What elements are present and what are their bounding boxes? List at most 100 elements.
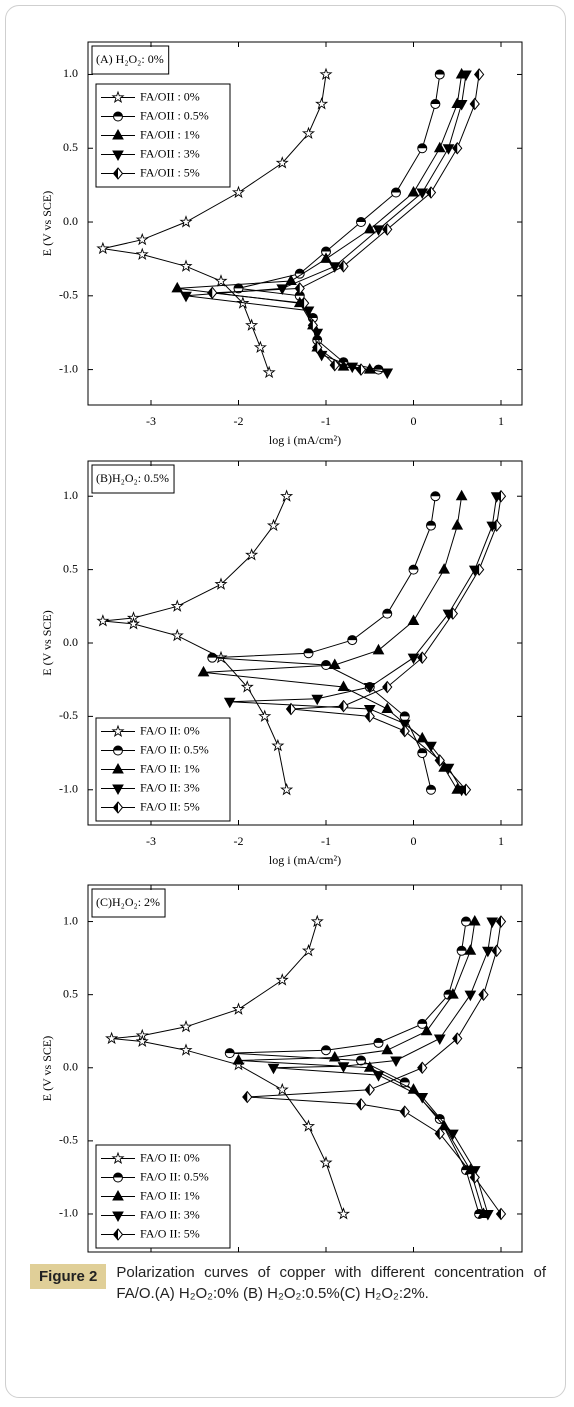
marker — [179, 1043, 193, 1056]
marker-shape — [455, 489, 468, 501]
marker-shape — [231, 185, 246, 199]
marker-shape — [468, 915, 481, 926]
marker — [312, 341, 323, 354]
y-tick-label: 0.5 — [63, 140, 78, 154]
marker-shape — [381, 702, 394, 714]
x-tick-label: 0 — [411, 414, 417, 428]
y-tick-label: -1.0 — [59, 782, 78, 796]
marker — [170, 628, 184, 642]
marker — [434, 69, 445, 80]
marker — [438, 1119, 450, 1131]
x-tick-label: 1 — [498, 834, 504, 848]
panel-label: (B)H₂O₂: 0.5% — [96, 471, 169, 485]
x-tick-label: -2 — [234, 414, 244, 428]
marker-shape — [112, 1189, 124, 1201]
marker-fill — [435, 754, 440, 766]
marker-fill — [426, 187, 431, 199]
panel-label: (A) H₂O₂: 0% — [96, 52, 164, 66]
marker — [347, 635, 358, 646]
marker — [491, 944, 502, 958]
marker — [231, 1002, 246, 1015]
marker-shape — [111, 724, 125, 738]
marker-shape — [180, 291, 192, 303]
marker-shape — [482, 946, 494, 958]
marker — [407, 1083, 420, 1094]
marker — [321, 246, 331, 257]
marker — [275, 1082, 289, 1096]
marker-shape — [301, 943, 316, 957]
marker-shape — [416, 188, 429, 200]
marker-shape — [328, 262, 341, 273]
series-line — [290, 496, 502, 791]
marker — [391, 187, 401, 198]
marker — [112, 150, 124, 162]
legend-label: FA/O II: 5% — [140, 799, 200, 813]
marker-shape — [337, 1062, 350, 1073]
y-tick-label: 1.0 — [63, 913, 78, 927]
marker-shape — [407, 614, 420, 625]
marker — [381, 702, 394, 714]
marker — [96, 614, 110, 627]
marker — [473, 563, 485, 576]
marker-shape — [398, 719, 411, 731]
marker-fill — [356, 364, 361, 376]
marker-shape — [245, 318, 259, 331]
y-tick-label: 0.0 — [63, 1060, 78, 1074]
marker — [232, 1053, 245, 1065]
marker-shape — [372, 643, 385, 655]
marker — [455, 99, 468, 111]
marker-fill — [299, 297, 305, 309]
marker — [417, 1018, 428, 1029]
marker — [311, 694, 324, 706]
marker — [337, 1062, 350, 1073]
marker-shape — [232, 1053, 245, 1065]
marker — [447, 607, 459, 620]
y-tick-label: 0.0 — [63, 635, 78, 649]
marker — [301, 943, 316, 957]
marker-shape — [328, 658, 341, 670]
marker-shape — [337, 360, 350, 371]
marker — [381, 1043, 394, 1055]
marker — [328, 658, 341, 670]
marker — [364, 1083, 375, 1096]
marker — [451, 519, 464, 530]
marker-shape — [482, 1209, 494, 1221]
marker — [381, 368, 394, 380]
marker-shape — [266, 518, 281, 532]
y-tick-label: -1.0 — [59, 1206, 78, 1220]
marker-fill — [457, 946, 467, 951]
marker-shape — [112, 150, 124, 162]
marker-fill — [207, 653, 217, 658]
series-line — [273, 921, 493, 1215]
marker — [407, 614, 420, 625]
marker-fill — [400, 1077, 410, 1083]
series-line — [212, 496, 436, 790]
marker-shape — [468, 1166, 481, 1177]
marker-shape — [315, 97, 329, 110]
marker — [382, 680, 393, 694]
marker-shape — [179, 215, 193, 228]
marker-fill — [330, 359, 335, 371]
marker — [398, 719, 411, 731]
legend-label: FA/OII : 5% — [140, 165, 200, 179]
marker-shape — [170, 628, 184, 642]
marker-shape — [425, 741, 437, 753]
marker-fill — [339, 260, 344, 272]
marker-shape — [170, 599, 184, 612]
marker — [135, 1034, 149, 1048]
y-tick-label: 0.0 — [63, 214, 78, 228]
marker-fill — [295, 269, 305, 274]
y-tick-label: 0.5 — [63, 986, 78, 1000]
marker — [416, 188, 429, 200]
marker — [170, 599, 184, 612]
marker — [112, 1189, 124, 1201]
marker — [417, 748, 428, 759]
marker — [442, 144, 455, 155]
marker — [495, 1207, 507, 1221]
marker-fill — [479, 989, 484, 1001]
legend-label: FA/OII : 1% — [140, 127, 200, 141]
